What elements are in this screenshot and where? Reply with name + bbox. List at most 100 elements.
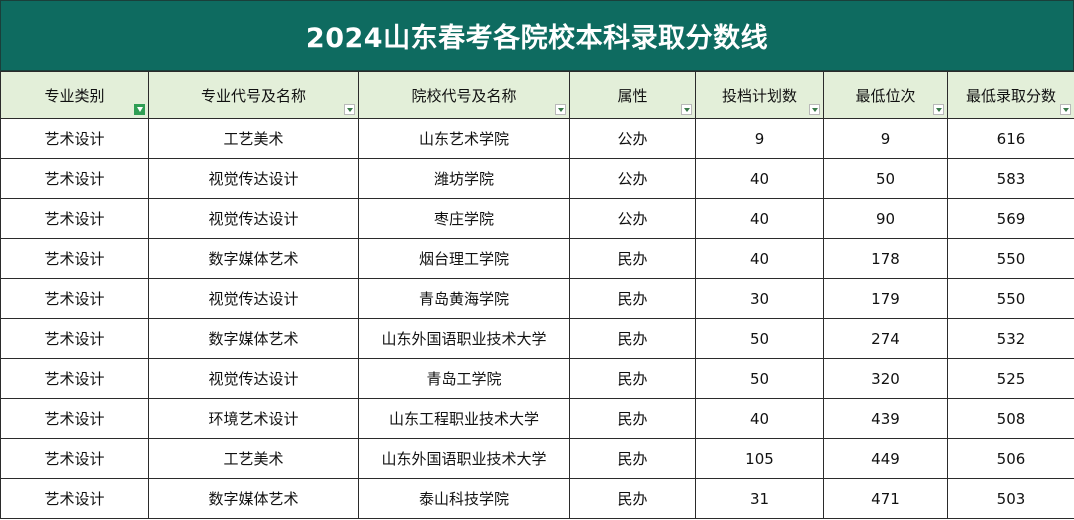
dropdown-arrow-icon[interactable]	[1060, 104, 1071, 115]
cell-type[interactable]: 公办	[569, 118, 696, 159]
cell-major[interactable]: 数字媒体艺术	[148, 318, 359, 359]
cell-type[interactable]: 公办	[569, 198, 696, 239]
cell-plan-count[interactable]: 31	[695, 478, 824, 519]
table-body: 艺术设计 工艺美术 山东艺术学院 公办 9 9 616 艺术设计 视觉传达设计 潍坊学院 公办 40 5…	[0, 118, 1074, 519]
cell-major[interactable]: 环境艺术设计	[148, 398, 359, 439]
column-header-label: 最低录取分数	[965, 86, 1056, 105]
cell-plan-count[interactable]: 40	[695, 158, 824, 199]
cell-min-score[interactable]: 550	[947, 278, 1074, 319]
dropdown-arrow-icon[interactable]	[555, 104, 566, 115]
cell-type[interactable]: 公办	[569, 158, 696, 199]
column-header-label: 专业代号及名称	[200, 86, 306, 105]
cell-plan-count[interactable]: 30	[695, 278, 824, 319]
cell-school[interactable]: 青岛黄海学院	[358, 278, 570, 319]
cell-category[interactable]: 艺术设计	[0, 238, 149, 279]
cell-min-rank[interactable]: 178	[823, 238, 948, 279]
cell-min-rank[interactable]: 50	[823, 158, 948, 199]
sheet-title: 2024山东春考各院校本科录取分数线	[305, 23, 769, 54]
cell-min-rank[interactable]: 471	[823, 478, 948, 519]
cell-school[interactable]: 泰山科技学院	[358, 478, 570, 519]
cell-major[interactable]: 视觉传达设计	[148, 278, 359, 319]
cell-plan-count[interactable]: 40	[695, 238, 824, 279]
column-header-label: 属性	[617, 86, 648, 105]
cell-school[interactable]: 枣庄学院	[358, 198, 570, 239]
cell-plan-count[interactable]: 40	[695, 398, 824, 439]
cell-min-score[interactable]: 525	[947, 358, 1074, 399]
cell-min-rank[interactable]: 179	[823, 278, 948, 319]
cell-school[interactable]: 山东工程职业技术大学	[358, 398, 570, 439]
cell-min-rank[interactable]: 90	[823, 198, 948, 239]
dropdown-arrow-icon[interactable]	[933, 104, 944, 115]
cell-type[interactable]: 民办	[569, 478, 696, 519]
column-header-min-rank: 最低位次	[823, 71, 948, 119]
cell-major[interactable]: 数字媒体艺术	[148, 238, 359, 279]
cell-category[interactable]: 艺术设计	[0, 118, 149, 159]
cell-min-rank[interactable]: 274	[823, 318, 948, 359]
cell-major[interactable]: 视觉传达设计	[148, 358, 359, 399]
cell-school[interactable]: 青岛工学院	[358, 358, 570, 399]
cell-category[interactable]: 艺术设计	[0, 278, 149, 319]
cell-major[interactable]: 数字媒体艺术	[148, 478, 359, 519]
cell-min-score[interactable]: 506	[947, 438, 1074, 479]
dropdown-arrow-icon[interactable]	[809, 104, 820, 115]
funnel-filter-icon[interactable]	[134, 104, 145, 115]
cell-category[interactable]: 艺术设计	[0, 318, 149, 359]
column-header-label: 院校代号及名称	[411, 86, 517, 105]
cell-school[interactable]: 潍坊学院	[358, 158, 570, 199]
title-bar: 2024山东春考各院校本科录取分数线	[0, 0, 1074, 71]
dropdown-arrow-icon[interactable]	[344, 104, 355, 115]
table-row: 艺术设计 数字媒体艺术 山东外国语职业技术大学 民办 50 274 532	[0, 318, 1074, 359]
cell-plan-count[interactable]: 105	[695, 438, 824, 479]
cell-type[interactable]: 民办	[569, 398, 696, 439]
header-row: 专业类别 专业代号及名称 院校代号及名称 属性 投档计划数 最低位次 最低录取分数	[0, 71, 1074, 119]
column-header-major: 专业代号及名称	[148, 71, 359, 119]
cell-category[interactable]: 艺术设计	[0, 438, 149, 479]
column-header-category: 专业类别	[0, 71, 149, 119]
cell-plan-count[interactable]: 50	[695, 318, 824, 359]
cell-school[interactable]: 山东艺术学院	[358, 118, 570, 159]
cell-min-score[interactable]: 583	[947, 158, 1074, 199]
cell-school[interactable]: 烟台理工学院	[358, 238, 570, 279]
cell-school[interactable]: 山东外国语职业技术大学	[358, 318, 570, 359]
cell-min-score[interactable]: 532	[947, 318, 1074, 359]
table-row: 艺术设计 视觉传达设计 青岛工学院 民办 50 320 525	[0, 358, 1074, 399]
cell-major[interactable]: 工艺美术	[148, 438, 359, 479]
cell-min-rank[interactable]: 9	[823, 118, 948, 159]
dropdown-arrow-icon[interactable]	[681, 104, 692, 115]
cell-school[interactable]: 山东外国语职业技术大学	[358, 438, 570, 479]
cell-min-score[interactable]: 550	[947, 238, 1074, 279]
cell-type[interactable]: 民办	[569, 278, 696, 319]
column-header-min-score: 最低录取分数	[947, 71, 1074, 119]
cell-type[interactable]: 民办	[569, 438, 696, 479]
cell-plan-count[interactable]: 50	[695, 358, 824, 399]
column-header-type: 属性	[569, 71, 696, 119]
cell-plan-count[interactable]: 40	[695, 198, 824, 239]
cell-min-score[interactable]: 508	[947, 398, 1074, 439]
cell-category[interactable]: 艺术设计	[0, 158, 149, 199]
cell-min-score[interactable]: 616	[947, 118, 1074, 159]
cell-min-score[interactable]: 569	[947, 198, 1074, 239]
cell-plan-count[interactable]: 9	[695, 118, 824, 159]
cell-major[interactable]: 视觉传达设计	[148, 198, 359, 239]
table-row: 艺术设计 视觉传达设计 青岛黄海学院 民办 30 179 550	[0, 278, 1074, 319]
cell-category[interactable]: 艺术设计	[0, 198, 149, 239]
cell-type[interactable]: 民办	[569, 238, 696, 279]
column-header-plan-count: 投档计划数	[695, 71, 824, 119]
table-row: 艺术设计 视觉传达设计 枣庄学院 公办 40 90 569	[0, 198, 1074, 239]
cell-major[interactable]: 视觉传达设计	[148, 158, 359, 199]
cell-category[interactable]: 艺术设计	[0, 398, 149, 439]
cell-min-rank[interactable]: 449	[823, 438, 948, 479]
table-header: 专业类别 专业代号及名称 院校代号及名称 属性 投档计划数 最低位次 最低录取分数	[0, 71, 1074, 119]
cell-category[interactable]: 艺术设计	[0, 478, 149, 519]
cell-category[interactable]: 艺术设计	[0, 358, 149, 399]
table-row: 艺术设计 数字媒体艺术 烟台理工学院 民办 40 178 550	[0, 238, 1074, 279]
cell-min-score[interactable]: 503	[947, 478, 1074, 519]
table-row: 艺术设计 数字媒体艺术 泰山科技学院 民办 31 471 503	[0, 478, 1074, 519]
cell-min-rank[interactable]: 320	[823, 358, 948, 399]
column-header-label: 最低位次	[855, 86, 916, 105]
cell-min-rank[interactable]: 439	[823, 398, 948, 439]
cell-type[interactable]: 民办	[569, 358, 696, 399]
cell-type[interactable]: 民办	[569, 318, 696, 359]
cell-major[interactable]: 工艺美术	[148, 118, 359, 159]
